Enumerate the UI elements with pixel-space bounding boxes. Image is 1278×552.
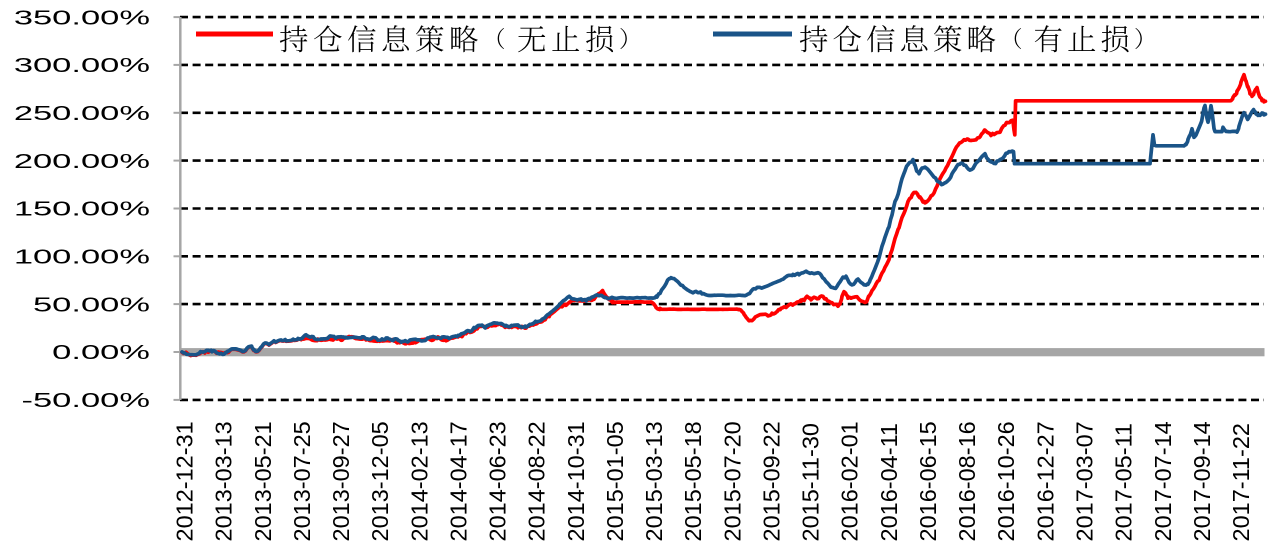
svg-text:2016-12-27: 2016-12-27 bbox=[1032, 421, 1058, 541]
svg-text:-50.00%: -50.00% bbox=[22, 388, 150, 411]
svg-text:0.00%: 0.00% bbox=[52, 341, 150, 364]
svg-text:2016-02-01: 2016-02-01 bbox=[837, 421, 863, 541]
svg-text:2014-08-22: 2014-08-22 bbox=[524, 421, 550, 541]
svg-text:2014-06-23: 2014-06-23 bbox=[485, 421, 511, 541]
svg-text:2017-05-11: 2017-05-11 bbox=[1111, 423, 1137, 541]
svg-text:2013-09-27: 2013-09-27 bbox=[328, 421, 354, 541]
svg-text:100.00%: 100.00% bbox=[14, 245, 150, 268]
svg-text:2017-03-07: 2017-03-07 bbox=[1072, 421, 1098, 541]
svg-text:250.00%: 250.00% bbox=[14, 101, 150, 124]
svg-text:2015-11-30: 2015-11-30 bbox=[798, 423, 824, 541]
svg-text:2012-12-31: 2012-12-31 bbox=[172, 421, 198, 541]
svg-text:2016-10-26: 2016-10-26 bbox=[993, 421, 1019, 541]
svg-text:2013-12-05: 2013-12-05 bbox=[367, 421, 393, 541]
svg-text:2013-05-21: 2013-05-21 bbox=[250, 421, 276, 541]
svg-text:2014-10-31: 2014-10-31 bbox=[563, 421, 589, 541]
svg-text:2016-04-11: 2016-04-11 bbox=[876, 423, 902, 541]
svg-text:200.00%: 200.00% bbox=[14, 149, 150, 172]
svg-text:300.00%: 300.00% bbox=[14, 53, 150, 76]
svg-text:2015-03-13: 2015-03-13 bbox=[641, 421, 667, 541]
svg-text:2013-03-13: 2013-03-13 bbox=[211, 421, 237, 541]
svg-text:2015-01-05: 2015-01-05 bbox=[602, 421, 628, 541]
svg-text:2015-09-22: 2015-09-22 bbox=[759, 421, 785, 541]
svg-text:2017-09-14: 2017-09-14 bbox=[1189, 421, 1215, 541]
svg-text:2016-08-16: 2016-08-16 bbox=[954, 421, 980, 541]
svg-text:2014-04-17: 2014-04-17 bbox=[446, 421, 472, 541]
svg-text:350.00%: 350.00% bbox=[14, 6, 150, 29]
svg-text:2014-02-13: 2014-02-13 bbox=[406, 421, 432, 541]
svg-text:2017-11-22: 2017-11-22 bbox=[1228, 423, 1254, 541]
svg-text:2015-07-20: 2015-07-20 bbox=[719, 421, 745, 541]
svg-text:2015-05-18: 2015-05-18 bbox=[680, 421, 706, 541]
svg-text:150.00%: 150.00% bbox=[14, 197, 150, 220]
svg-text:50.00%: 50.00% bbox=[33, 293, 150, 316]
svg-text:2013-07-25: 2013-07-25 bbox=[289, 421, 315, 541]
svg-text:2017-07-14: 2017-07-14 bbox=[1150, 421, 1176, 541]
svg-text:2016-06-15: 2016-06-15 bbox=[915, 421, 941, 541]
